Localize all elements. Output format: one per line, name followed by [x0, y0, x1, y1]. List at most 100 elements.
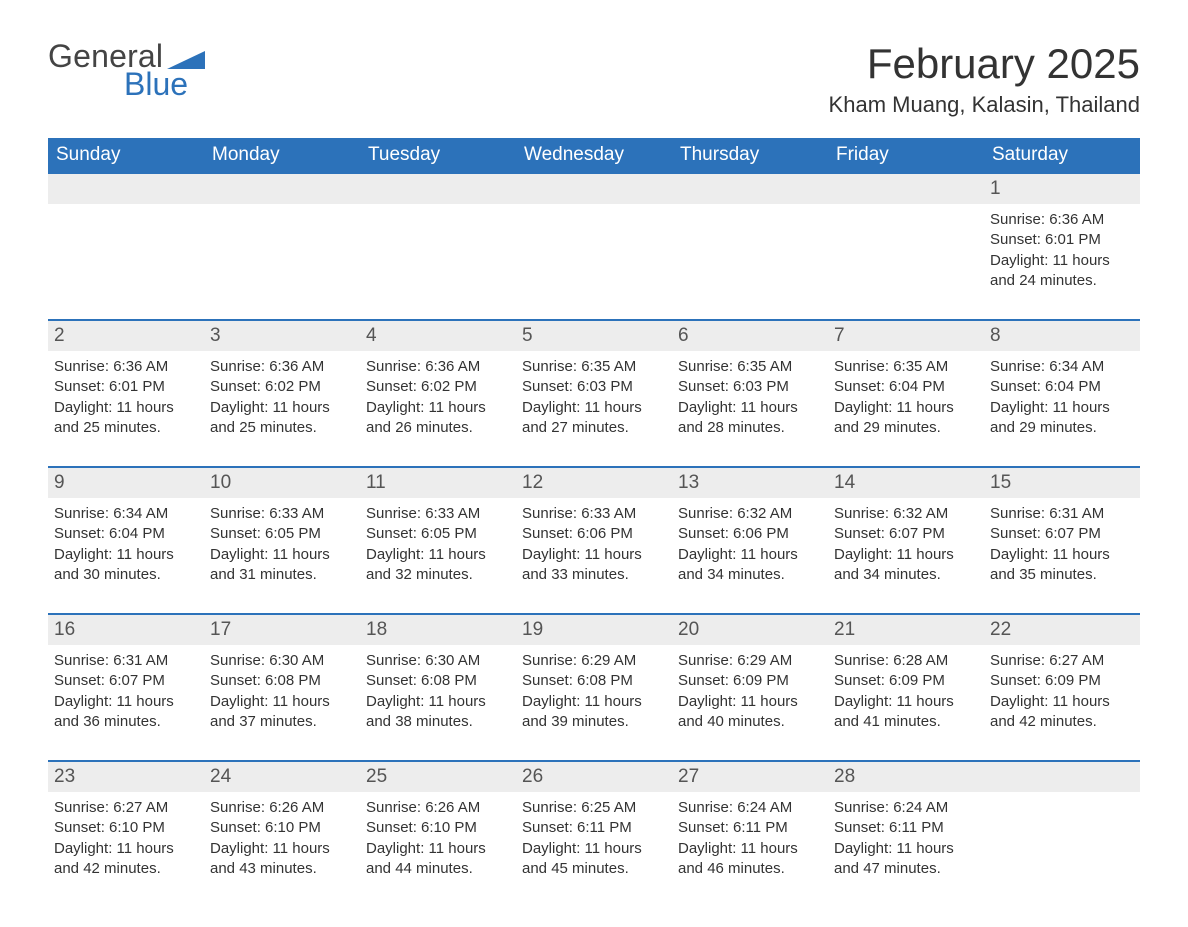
sunset-text: Sunset: 6:09 PM [678, 671, 822, 691]
day-detail: Sunrise: 6:34 AMSunset: 6:04 PMDaylight:… [48, 498, 204, 613]
dow-header: Tuesday [360, 138, 516, 174]
day-number: 9 [48, 468, 204, 498]
day-detail: Sunrise: 6:27 AMSunset: 6:10 PMDaylight:… [48, 792, 204, 879]
daylight-text: Daylight: 11 hours and 29 minutes. [834, 398, 978, 439]
dow-header: Friday [828, 138, 984, 174]
day-detail-row: Sunrise: 6:34 AMSunset: 6:04 PMDaylight:… [48, 498, 1140, 613]
sunset-text: Sunset: 6:11 PM [678, 818, 822, 838]
day-detail: Sunrise: 6:32 AMSunset: 6:07 PMDaylight:… [828, 498, 984, 613]
day-number: 8 [984, 321, 1140, 351]
day-number: 5 [516, 321, 672, 351]
day-detail: Sunrise: 6:32 AMSunset: 6:06 PMDaylight:… [672, 498, 828, 613]
daylight-text: Daylight: 11 hours and 37 minutes. [210, 692, 354, 733]
day-number: 28 [828, 762, 984, 792]
day-number: 19 [516, 615, 672, 645]
sunset-text: Sunset: 6:03 PM [678, 377, 822, 397]
day-detail: Sunrise: 6:33 AMSunset: 6:06 PMDaylight:… [516, 498, 672, 613]
day-detail-empty [360, 204, 516, 319]
sunset-text: Sunset: 6:10 PM [366, 818, 510, 838]
sunrise-text: Sunrise: 6:27 AM [54, 798, 198, 818]
sunset-text: Sunset: 6:06 PM [522, 524, 666, 544]
day-detail: Sunrise: 6:33 AMSunset: 6:05 PMDaylight:… [360, 498, 516, 613]
day-number-empty [204, 174, 360, 204]
day-detail: Sunrise: 6:30 AMSunset: 6:08 PMDaylight:… [360, 645, 516, 760]
daylight-text: Daylight: 11 hours and 27 minutes. [522, 398, 666, 439]
day-number: 26 [516, 762, 672, 792]
sunrise-text: Sunrise: 6:24 AM [678, 798, 822, 818]
daylight-text: Daylight: 11 hours and 47 minutes. [834, 839, 978, 880]
day-number-empty [48, 174, 204, 204]
daylight-text: Daylight: 11 hours and 25 minutes. [210, 398, 354, 439]
day-number: 14 [828, 468, 984, 498]
sunset-text: Sunset: 6:07 PM [54, 671, 198, 691]
month-year-title: February 2025 [829, 40, 1140, 88]
day-number: 18 [360, 615, 516, 645]
logo-blue-text: Blue [124, 68, 205, 102]
sunrise-text: Sunrise: 6:25 AM [522, 798, 666, 818]
daylight-text: Daylight: 11 hours and 39 minutes. [522, 692, 666, 733]
dow-header: Thursday [672, 138, 828, 174]
day-number-row: 1 [48, 174, 1140, 204]
sunset-text: Sunset: 6:09 PM [990, 671, 1134, 691]
page-header: General Blue February 2025 Kham Muang, K… [48, 40, 1140, 118]
sunset-text: Sunset: 6:10 PM [210, 818, 354, 838]
day-detail: Sunrise: 6:25 AMSunset: 6:11 PMDaylight:… [516, 792, 672, 879]
day-of-week-row: SundayMondayTuesdayWednesdayThursdayFrid… [48, 138, 1140, 174]
daylight-text: Daylight: 11 hours and 44 minutes. [366, 839, 510, 880]
sunrise-text: Sunrise: 6:31 AM [54, 651, 198, 671]
daylight-text: Daylight: 11 hours and 33 minutes. [522, 545, 666, 586]
day-detail-row: Sunrise: 6:36 AMSunset: 6:01 PMDaylight:… [48, 351, 1140, 466]
sunset-text: Sunset: 6:05 PM [366, 524, 510, 544]
sunrise-text: Sunrise: 6:36 AM [54, 357, 198, 377]
daylight-text: Daylight: 11 hours and 42 minutes. [990, 692, 1134, 733]
sunrise-text: Sunrise: 6:29 AM [678, 651, 822, 671]
sunset-text: Sunset: 6:07 PM [990, 524, 1134, 544]
daylight-text: Daylight: 11 hours and 35 minutes. [990, 545, 1134, 586]
day-detail: Sunrise: 6:35 AMSunset: 6:03 PMDaylight:… [672, 351, 828, 466]
sunrise-text: Sunrise: 6:35 AM [834, 357, 978, 377]
day-number: 22 [984, 615, 1140, 645]
day-detail: Sunrise: 6:36 AMSunset: 6:02 PMDaylight:… [360, 351, 516, 466]
daylight-text: Daylight: 11 hours and 41 minutes. [834, 692, 978, 733]
sunrise-text: Sunrise: 6:31 AM [990, 504, 1134, 524]
day-number: 2 [48, 321, 204, 351]
sunrise-text: Sunrise: 6:24 AM [834, 798, 978, 818]
brand-logo: General Blue [48, 40, 205, 101]
day-detail-empty [984, 792, 1140, 879]
sunrise-text: Sunrise: 6:33 AM [366, 504, 510, 524]
dow-header: Sunday [48, 138, 204, 174]
sunrise-text: Sunrise: 6:33 AM [210, 504, 354, 524]
sunrise-text: Sunrise: 6:29 AM [522, 651, 666, 671]
daylight-text: Daylight: 11 hours and 40 minutes. [678, 692, 822, 733]
sunset-text: Sunset: 6:01 PM [990, 230, 1134, 250]
daylight-text: Daylight: 11 hours and 34 minutes. [678, 545, 822, 586]
sunrise-text: Sunrise: 6:30 AM [366, 651, 510, 671]
sunset-text: Sunset: 6:07 PM [834, 524, 978, 544]
sunrise-text: Sunrise: 6:28 AM [834, 651, 978, 671]
sunrise-text: Sunrise: 6:34 AM [54, 504, 198, 524]
daylight-text: Daylight: 11 hours and 26 minutes. [366, 398, 510, 439]
day-detail: Sunrise: 6:27 AMSunset: 6:09 PMDaylight:… [984, 645, 1140, 760]
day-number: 7 [828, 321, 984, 351]
daylight-text: Daylight: 11 hours and 29 minutes. [990, 398, 1134, 439]
sunset-text: Sunset: 6:09 PM [834, 671, 978, 691]
sunrise-text: Sunrise: 6:34 AM [990, 357, 1134, 377]
sunrise-text: Sunrise: 6:30 AM [210, 651, 354, 671]
day-detail-empty [516, 204, 672, 319]
daylight-text: Daylight: 11 hours and 31 minutes. [210, 545, 354, 586]
sunset-text: Sunset: 6:08 PM [366, 671, 510, 691]
daylight-text: Daylight: 11 hours and 28 minutes. [678, 398, 822, 439]
sunrise-text: Sunrise: 6:36 AM [366, 357, 510, 377]
day-number: 16 [48, 615, 204, 645]
sunrise-text: Sunrise: 6:36 AM [990, 210, 1134, 230]
day-number: 15 [984, 468, 1140, 498]
sunset-text: Sunset: 6:04 PM [834, 377, 978, 397]
sunrise-text: Sunrise: 6:32 AM [834, 504, 978, 524]
day-detail-row: Sunrise: 6:36 AMSunset: 6:01 PMDaylight:… [48, 204, 1140, 319]
daylight-text: Daylight: 11 hours and 38 minutes. [366, 692, 510, 733]
sunrise-text: Sunrise: 6:35 AM [678, 357, 822, 377]
day-number: 24 [204, 762, 360, 792]
sunset-text: Sunset: 6:02 PM [366, 377, 510, 397]
sunset-text: Sunset: 6:11 PM [522, 818, 666, 838]
sunset-text: Sunset: 6:05 PM [210, 524, 354, 544]
